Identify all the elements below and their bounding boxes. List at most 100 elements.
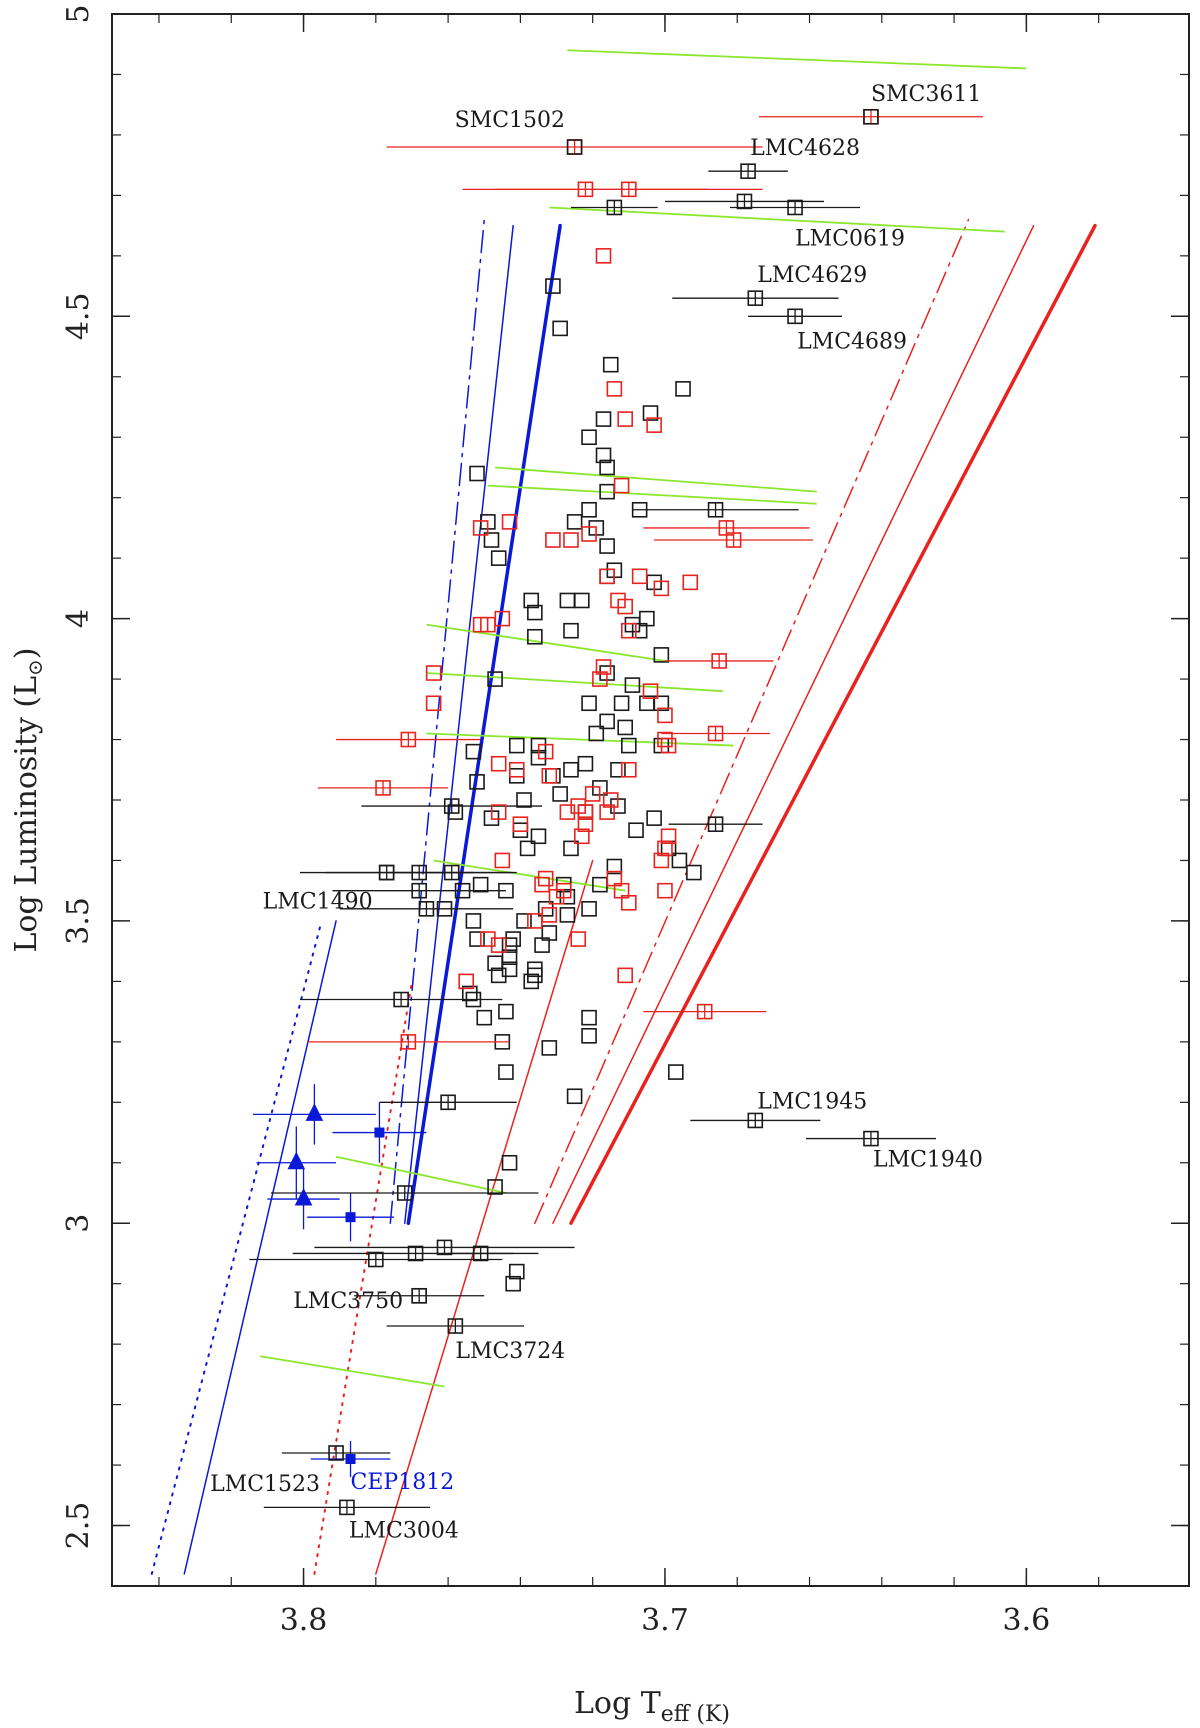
data-point <box>613 477 630 494</box>
data-point <box>642 683 659 699</box>
data-point <box>621 761 637 778</box>
data-point <box>480 616 496 633</box>
data-point <box>469 931 485 947</box>
data-point <box>508 768 525 784</box>
data-point <box>305 1103 324 1121</box>
data-point <box>516 913 532 929</box>
data-point <box>425 695 442 712</box>
data-point <box>588 725 605 742</box>
data-point <box>581 526 597 542</box>
data-point <box>602 356 619 373</box>
data-point <box>581 1009 597 1026</box>
data-point <box>505 931 521 947</box>
data-point <box>599 459 615 476</box>
data-point <box>548 888 565 905</box>
star-label: LMC4628 <box>750 136 860 161</box>
data-point <box>613 695 630 712</box>
plot-frame <box>111 13 1190 1587</box>
data-point <box>498 1003 514 1020</box>
data-point <box>537 870 554 887</box>
y-tick-label: 4.5 <box>61 292 96 340</box>
data-point <box>487 1179 503 1195</box>
star-label: LMC3724 <box>455 1339 565 1364</box>
star-label: CEP1812 <box>351 1470 455 1495</box>
data-point <box>447 1318 464 1334</box>
data-point <box>501 1154 518 1171</box>
green-segment <box>426 623 666 662</box>
data-point <box>566 514 583 530</box>
data-point <box>294 1187 313 1206</box>
data-point <box>581 695 597 712</box>
star-label: LMC1945 <box>757 1089 867 1114</box>
strip-line-blue <box>406 223 562 1225</box>
data-point <box>541 1040 558 1056</box>
data-point <box>400 1034 417 1050</box>
data-point <box>490 967 507 984</box>
strip-line-red <box>569 223 1097 1225</box>
data-point <box>472 520 489 536</box>
star-label: LMC1940 <box>873 1148 983 1173</box>
data-point <box>505 1275 521 1292</box>
y-tick-label: 5 <box>61 4 96 23</box>
strip-line-red <box>375 859 594 1575</box>
data-point <box>718 520 735 536</box>
data-point <box>508 1263 525 1280</box>
data-point <box>425 665 442 681</box>
green-segment <box>260 1355 445 1388</box>
data-point <box>537 901 554 917</box>
data-point <box>595 659 612 675</box>
data-point <box>345 1212 356 1223</box>
data-point <box>476 1009 493 1026</box>
data-point <box>490 804 507 820</box>
data-point <box>581 429 597 446</box>
data-point <box>595 411 612 427</box>
data-point <box>440 1094 456 1111</box>
data-point <box>642 405 659 421</box>
data-point <box>653 580 670 597</box>
data-point <box>646 810 662 826</box>
data-point <box>483 532 500 548</box>
data-point <box>653 695 670 712</box>
data-point <box>345 1454 356 1465</box>
data-point <box>501 514 518 530</box>
y-tick-label: 3.5 <box>61 897 96 945</box>
star-label: SMC3611 <box>871 82 981 107</box>
data-point <box>443 864 460 881</box>
data-point <box>577 816 594 832</box>
data-point <box>472 876 489 893</box>
data-point <box>653 647 670 663</box>
data-point <box>574 592 590 609</box>
data-point <box>508 737 525 754</box>
x-tick-label: 3.8 <box>280 1603 328 1638</box>
data-point <box>328 1445 344 1461</box>
data-point <box>660 737 677 754</box>
strip-line-blue <box>403 224 514 1224</box>
y-tick-label: 4 <box>61 609 96 628</box>
data-point <box>472 1245 489 1262</box>
data-point <box>498 1064 514 1080</box>
data-point <box>606 381 623 397</box>
data-point <box>599 538 615 554</box>
data-point <box>339 1499 355 1516</box>
data-point <box>624 677 641 693</box>
y-tick-label: 2.5 <box>61 1502 96 1550</box>
data-point <box>711 653 727 669</box>
data-point <box>480 931 496 947</box>
data-point <box>527 604 543 621</box>
data-point <box>494 852 511 869</box>
data-point <box>606 199 623 216</box>
data-point <box>527 967 543 984</box>
data-point <box>581 1028 597 1044</box>
green-segment <box>567 49 1027 70</box>
data-point <box>657 840 673 857</box>
data-point <box>378 864 395 881</box>
data-point <box>407 1245 424 1262</box>
x-tick-label: 3.6 <box>1003 1603 1051 1638</box>
data-point <box>436 1239 453 1256</box>
data-point <box>374 1127 385 1138</box>
data-point <box>570 931 587 947</box>
data-point <box>501 937 518 953</box>
data-point <box>287 1151 306 1170</box>
data-point <box>516 792 532 808</box>
